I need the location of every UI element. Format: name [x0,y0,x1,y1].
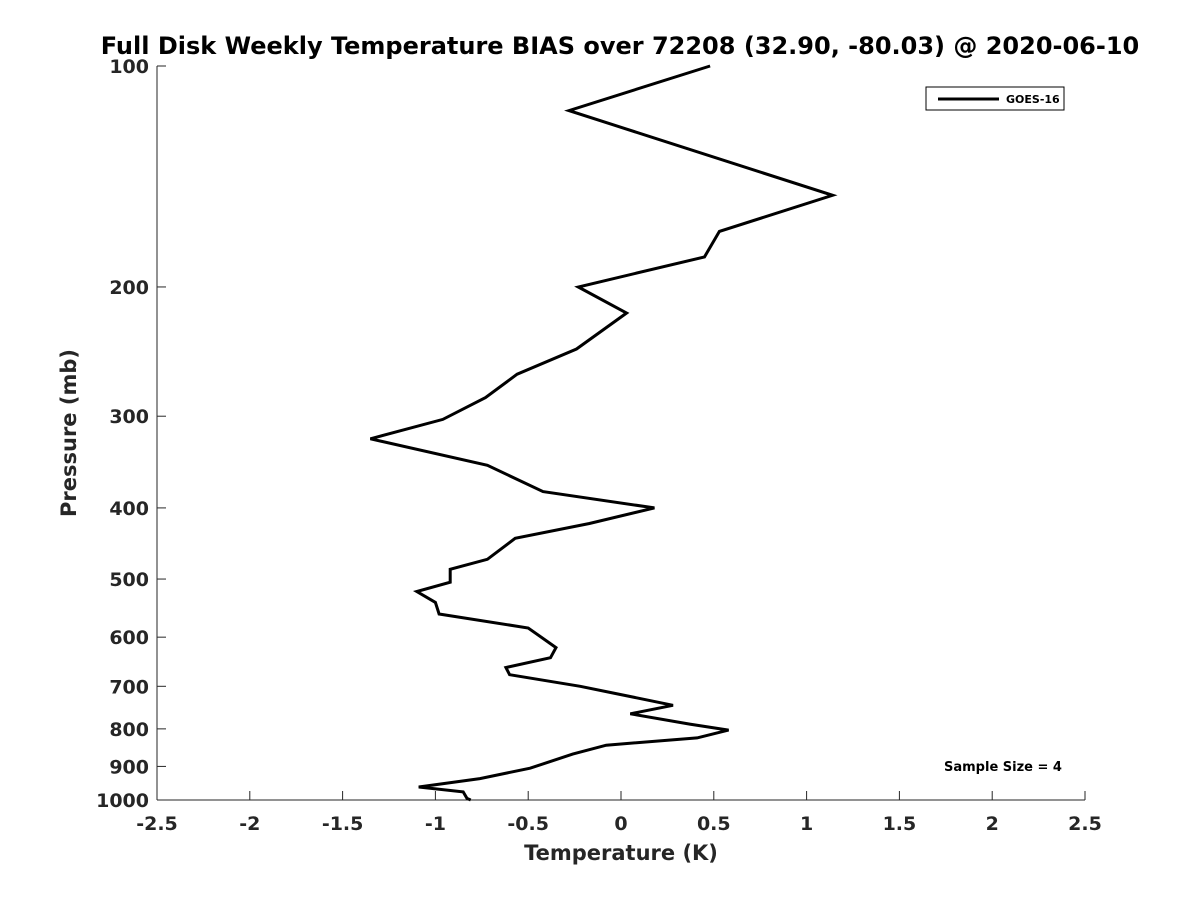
x-tick-label: -1.5 [322,813,364,835]
series-layer [370,64,838,802]
x-tick-label: 1 [800,813,813,835]
y-tick-label: 400 [109,498,149,520]
x-tick-label: -2 [239,813,260,835]
chart-title: Full Disk Weekly Temperature BIAS over 7… [101,32,1140,60]
x-tick-label: -1 [425,813,446,835]
y-axis: 100 200 300 400 500 600 700 800 900 1000 [96,56,166,812]
x-tick-label: -0.5 [507,813,549,835]
y-tick-label: 700 [109,676,149,698]
y-tick-label: 500 [109,569,149,591]
y-tick-label: 100 [109,56,149,78]
legend: GOES-16 [925,86,1065,111]
sample-size-annotation: Sample Size = 4 [944,760,1062,775]
y-tick-label: 300 [109,406,149,428]
plot-area [157,66,1085,800]
x-tick-label: 2.5 [1068,813,1102,835]
x-tick-label: -2.5 [136,813,178,835]
series-line-goes-16 [370,64,838,802]
x-tick-label: 2 [986,813,999,835]
x-axis-label: Temperature (K) [524,841,718,865]
x-tick-label: 1.5 [883,813,917,835]
y-tick-label: 900 [109,756,149,778]
legend-label-goes-16: GOES-16 [1006,93,1060,106]
y-tick-label: 200 [109,277,149,299]
x-tick-label: 0.5 [697,813,731,835]
y-tick-label: 1000 [96,790,149,812]
x-axis: -2.5 -2 -1.5 -1 -0.5 0 0.5 1 1.5 2 2.5 [136,791,1102,835]
x-tick-label: 0 [614,813,627,835]
y-tick-label: 600 [109,627,149,649]
y-axis-label: Pressure (mb) [57,349,81,517]
y-tick-label: 800 [109,719,149,741]
